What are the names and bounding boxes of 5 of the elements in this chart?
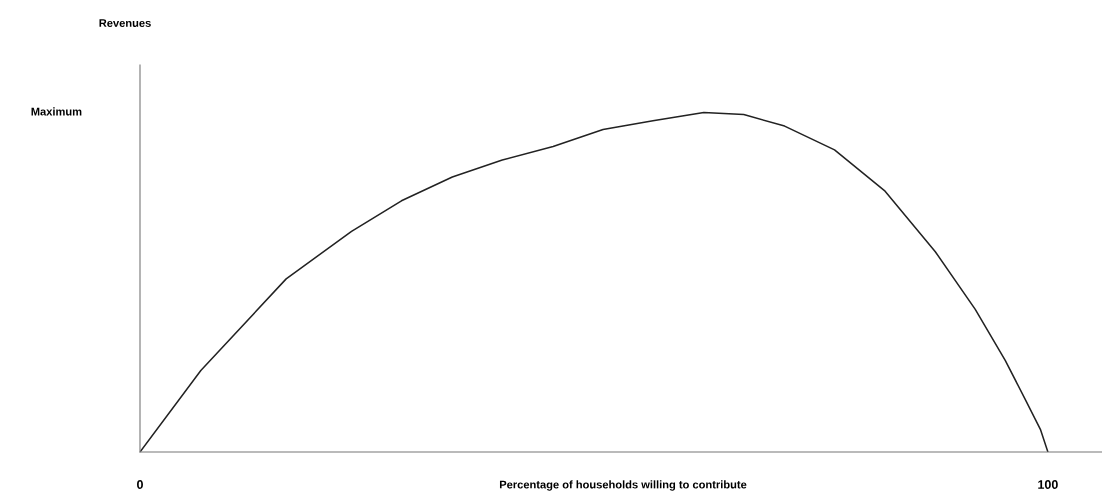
text: Maximum	[31, 107, 82, 116]
text: Revenues	[99, 19, 151, 27]
x-tick-label: 0	[137, 480, 143, 489]
x-axis-title: Percentage of households willing to contribute	[499, 480, 747, 491]
x-tick-label: 100	[1038, 480, 1058, 489]
